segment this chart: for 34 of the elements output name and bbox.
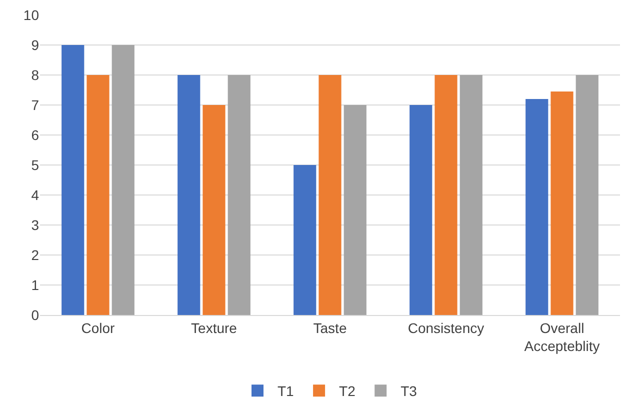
x-tick-label: Taste xyxy=(313,320,347,336)
legend-label: T2 xyxy=(339,383,356,400)
legend-label: T1 xyxy=(278,383,294,400)
bar xyxy=(294,165,316,315)
bar xyxy=(550,92,574,315)
bar xyxy=(526,99,548,315)
y-tick-label: 4 xyxy=(31,186,40,203)
x-tick-label: Color xyxy=(81,320,116,336)
bar xyxy=(576,75,598,315)
bar xyxy=(62,45,84,315)
y-tick-label: 8 xyxy=(31,66,40,83)
x-tick-label: Overall Accepteblity xyxy=(524,320,600,354)
x-tick-label: Consistency xyxy=(408,320,484,336)
bar xyxy=(228,75,250,315)
y-tick-label: 9 xyxy=(31,36,40,53)
bar xyxy=(410,105,432,315)
bar xyxy=(318,75,342,315)
bar xyxy=(112,45,134,315)
y-tick-label: 5 xyxy=(31,156,40,173)
y-tick-label: 6 xyxy=(31,126,40,143)
y-tick-label: 1 xyxy=(31,276,40,293)
x-tick-label: Texture xyxy=(191,320,238,336)
y-tick-label: 0 xyxy=(31,306,40,323)
bar xyxy=(434,75,458,315)
bar xyxy=(86,75,110,315)
bar xyxy=(202,105,226,315)
y-tick-label: 2 xyxy=(31,246,40,263)
y-tick-label: 10 xyxy=(23,6,40,23)
legend-label: T3 xyxy=(400,383,418,400)
y-tick-label: 3 xyxy=(31,216,40,233)
bar xyxy=(178,75,200,315)
bar xyxy=(460,75,482,315)
y-tick-label: 7 xyxy=(31,96,40,113)
bar xyxy=(344,105,366,315)
